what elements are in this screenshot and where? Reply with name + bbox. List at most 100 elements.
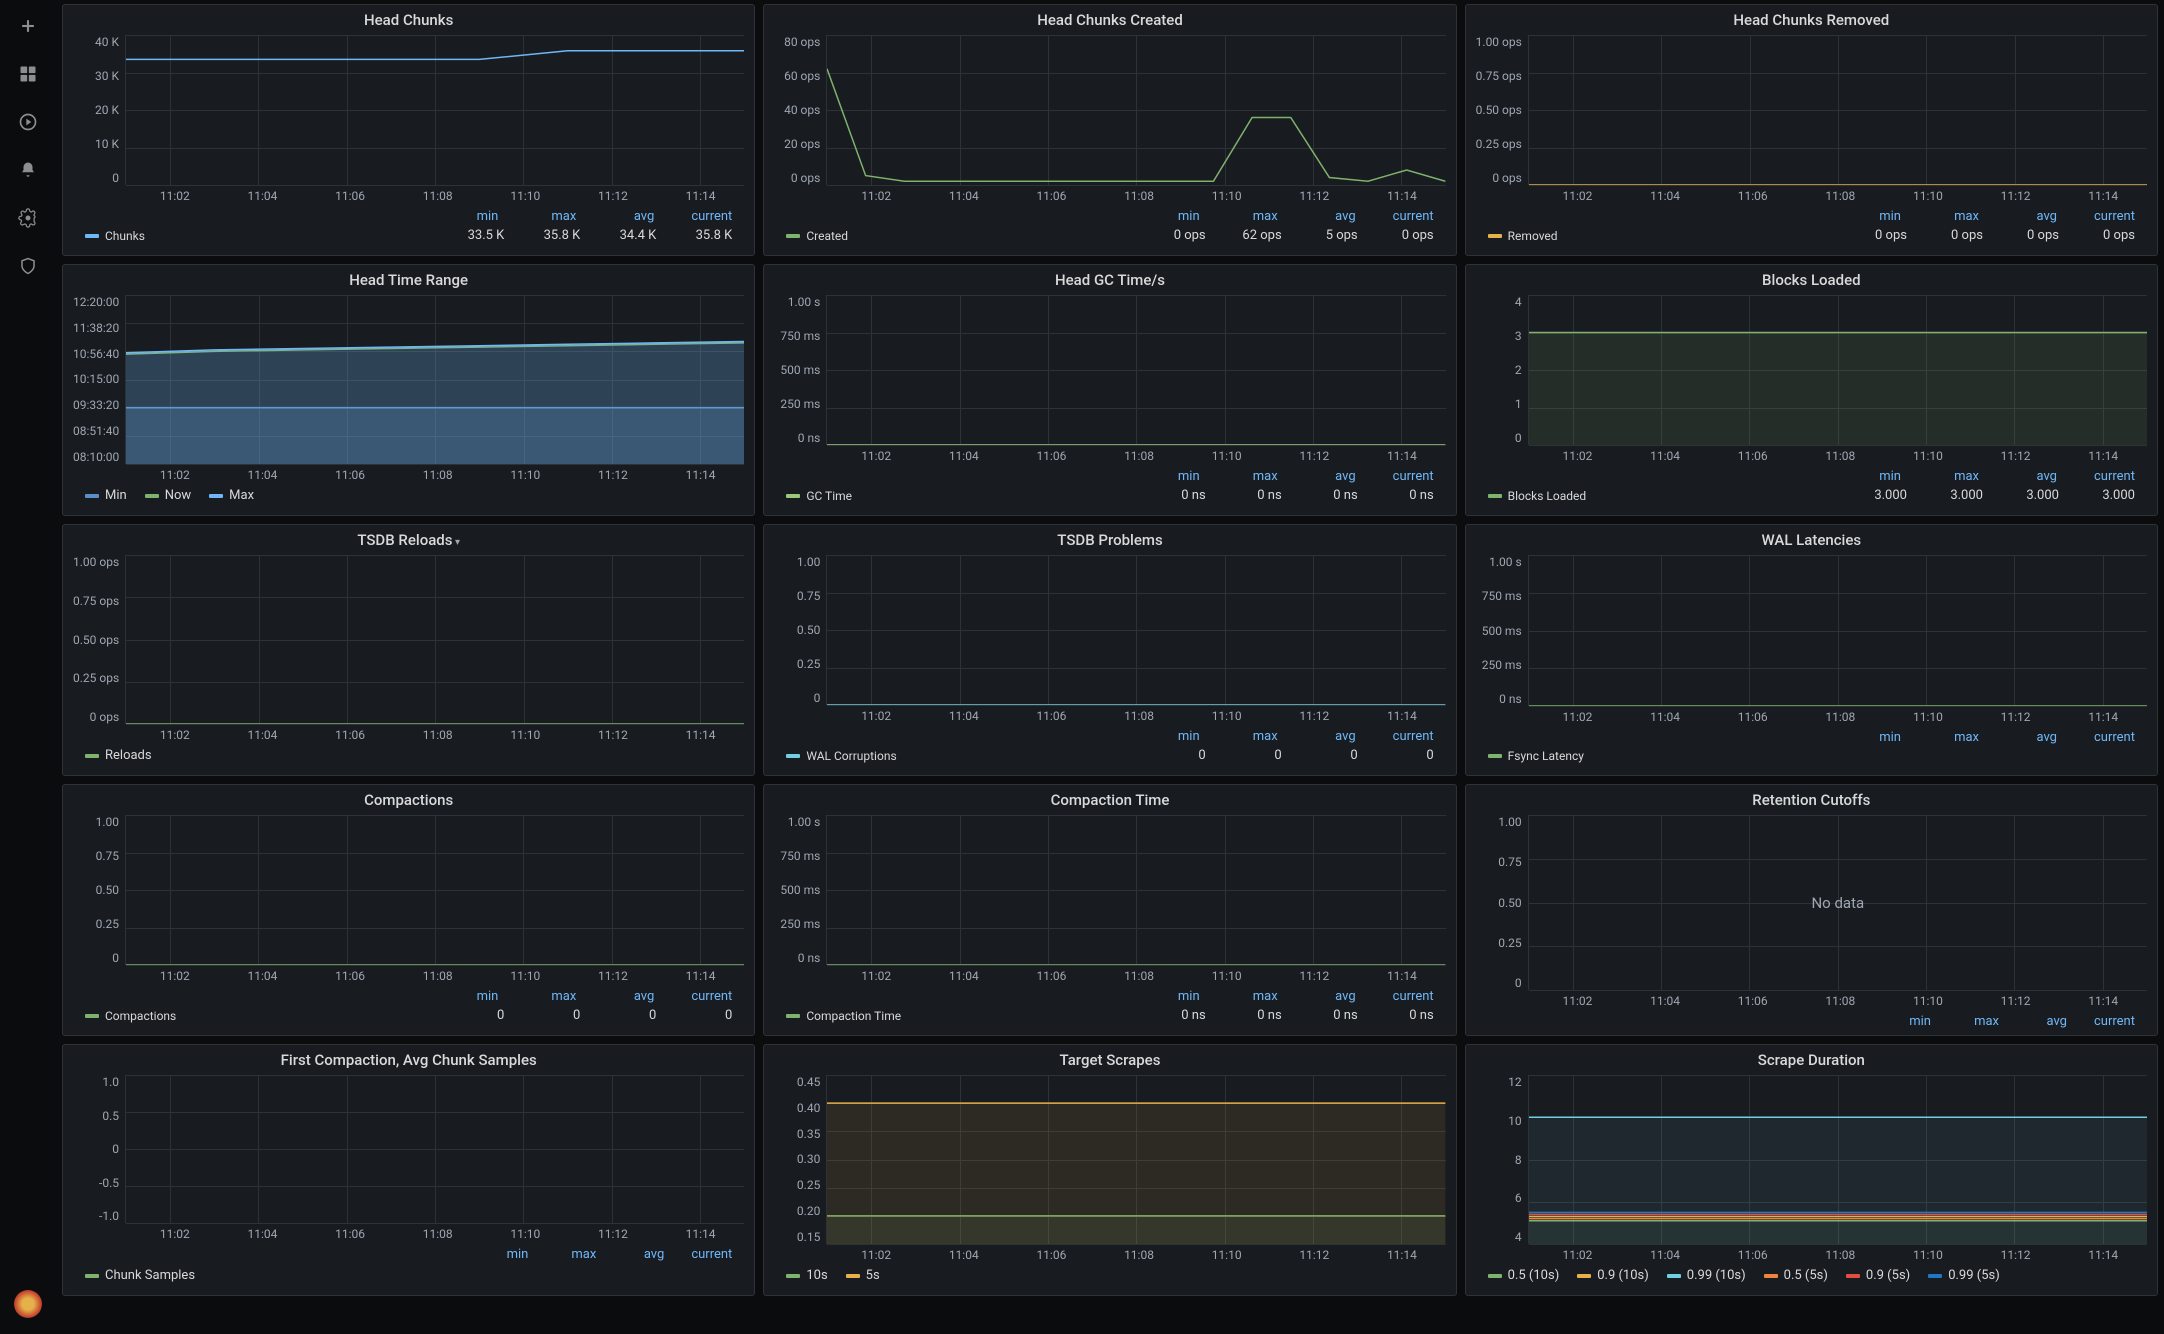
panel-title[interactable]: Head Chunks — [63, 5, 754, 33]
panel-head-time-range[interactable]: Head Time Range12:20:0011:38:2010:56:401… — [62, 264, 755, 516]
y-tick: 8 — [1515, 1153, 1522, 1167]
panel-tsdb-reloads[interactable]: TSDB Reloads1.00 ops0.75 ops0.50 ops0.25… — [62, 524, 755, 776]
panel-title[interactable]: Compactions — [63, 785, 754, 813]
panel-head-chunks-created[interactable]: Head Chunks Created80 ops60 ops40 ops20 … — [763, 4, 1456, 256]
plot[interactable] — [1528, 35, 2147, 185]
plot[interactable] — [1528, 1075, 2147, 1244]
panel-title[interactable]: Blocks Loaded — [1466, 265, 2157, 293]
chart-area: 1210864 — [1476, 1075, 2147, 1244]
plot[interactable] — [826, 555, 1445, 705]
panel-head-chunks[interactable]: Head Chunks40 K30 K20 K10 K011:0211:0411… — [62, 4, 755, 256]
panel-target-scrapes[interactable]: Target Scrapes0.450.400.350.300.250.200.… — [763, 1044, 1456, 1296]
panel-title[interactable]: First Compaction, Avg Chunk Samples — [63, 1045, 754, 1073]
plot[interactable] — [826, 35, 1445, 185]
y-tick: 1.00 ops — [1476, 35, 1522, 49]
legend-item[interactable]: 0.5 (10s) — [1488, 1268, 1560, 1283]
panel-title[interactable]: WAL Latencies — [1466, 525, 2157, 553]
legend-item[interactable]: Max — [209, 488, 254, 503]
legend-item[interactable]: 10s — [786, 1268, 827, 1283]
x-tick: 11:06 — [306, 969, 394, 983]
y-tick: 0.25 — [96, 917, 119, 931]
legend-item[interactable]: Now — [145, 488, 191, 503]
panel-title[interactable]: TSDB Problems — [764, 525, 1455, 553]
plot[interactable] — [826, 1075, 1445, 1244]
plot[interactable] — [125, 555, 744, 724]
panel-compactions[interactable]: Compactions1.000.750.500.25011:0211:0411… — [62, 784, 755, 1036]
legend-item[interactable]: 0.5 (5s) — [1764, 1268, 1828, 1283]
legend-item[interactable]: Removed — [1488, 229, 1558, 243]
panel-compaction-time[interactable]: Compaction Time1.00 s750 ms500 ms250 ms0… — [763, 784, 1456, 1036]
explore-icon[interactable] — [14, 108, 42, 136]
legend-item[interactable]: GC Time — [786, 489, 852, 503]
legend-item[interactable]: Chunks — [85, 229, 145, 243]
y-tick: 500 ms — [1482, 624, 1522, 638]
configuration-icon[interactable] — [14, 204, 42, 232]
legend-item[interactable]: Min — [85, 488, 127, 503]
panel-head-gc-time[interactable]: Head GC Time/s1.00 s750 ms500 ms250 ms0 … — [763, 264, 1456, 516]
legend-item[interactable]: Reloads — [85, 748, 152, 763]
legend-item[interactable]: Created — [786, 229, 848, 243]
legend-label: Compaction Time — [806, 1009, 901, 1023]
user-avatar[interactable] — [14, 1290, 42, 1318]
panel-title[interactable]: TSDB Reloads — [63, 525, 754, 553]
plot[interactable]: No data — [1528, 815, 2147, 990]
plot[interactable] — [125, 1075, 744, 1223]
panel-title[interactable]: Scrape Duration — [1466, 1045, 2157, 1073]
plot[interactable] — [826, 295, 1445, 445]
x-tick: 11:10 — [482, 969, 570, 983]
legend-item[interactable]: Compaction Time — [786, 1009, 901, 1023]
plot[interactable] — [826, 815, 1445, 965]
x-tick: 11:12 — [569, 969, 657, 983]
panel-title[interactable]: Head Chunks Removed — [1466, 5, 2157, 33]
legend-item[interactable]: 0.99 (10s) — [1667, 1268, 1746, 1283]
legend-swatch — [85, 1014, 99, 1018]
chart-svg — [827, 295, 1445, 445]
legend-item[interactable]: 5s — [846, 1268, 880, 1283]
x-tick: 11:06 — [1709, 189, 1797, 203]
legend-item[interactable]: Chunk Samples — [85, 1268, 195, 1283]
panel-head-chunks-removed[interactable]: Head Chunks Removed1.00 ops0.75 ops0.50 … — [1465, 4, 2158, 256]
legend-item[interactable]: 0.99 (5s) — [1928, 1268, 2000, 1283]
legend-row: Reloads — [73, 744, 744, 771]
panel-title[interactable]: Head Chunks Created — [764, 5, 1455, 33]
dashboards-icon[interactable] — [14, 60, 42, 88]
panel-title[interactable]: Retention Cutoffs — [1466, 785, 2157, 813]
add-icon[interactable] — [14, 12, 42, 40]
legend-item[interactable]: Compactions — [85, 1009, 176, 1023]
legend-item[interactable]: WAL Corruptions — [786, 749, 896, 763]
panel-title[interactable]: Head GC Time/s — [764, 265, 1455, 293]
plot[interactable] — [1528, 555, 2147, 706]
plot[interactable] — [1528, 295, 2147, 445]
panel-scrape-duration[interactable]: Scrape Duration121086411:0211:0411:0611:… — [1465, 1044, 2158, 1296]
x-tick: 11:12 — [1270, 1248, 1358, 1262]
stat-header-min: min — [1847, 469, 1901, 484]
legend-item[interactable]: 0.9 (5s) — [1846, 1268, 1910, 1283]
y-tick: 0 — [1515, 431, 1522, 445]
plot[interactable] — [125, 815, 744, 965]
panel-retention-cutoffs[interactable]: Retention Cutoffs1.000.750.500.250No dat… — [1465, 784, 2158, 1036]
x-tick: 11:10 — [1884, 449, 1972, 463]
x-tick: 11:08 — [1797, 449, 1885, 463]
alerting-icon[interactable] — [14, 156, 42, 184]
panel-tsdb-problems[interactable]: TSDB Problems1.000.750.500.25011:0211:04… — [763, 524, 1456, 776]
legend-stats-row: Compactions0000 — [73, 1006, 744, 1031]
plot[interactable] — [125, 35, 744, 185]
panel-first-compaction[interactable]: First Compaction, Avg Chunk Samples1.00.… — [62, 1044, 755, 1296]
legend-item[interactable]: 0.9 (10s) — [1577, 1268, 1649, 1283]
y-tick: 0.50 — [797, 623, 820, 637]
plot[interactable] — [125, 295, 744, 464]
sidebar — [0, 0, 56, 1334]
legend-item[interactable]: Blocks Loaded — [1488, 489, 1587, 503]
server-admin-icon[interactable] — [14, 252, 42, 280]
panel-title[interactable]: Head Time Range — [63, 265, 754, 293]
panel-title[interactable]: Target Scrapes — [764, 1045, 1455, 1073]
legend-label: Chunk Samples — [105, 1268, 195, 1283]
chart-area: 1.00 s750 ms500 ms250 ms0 ns — [774, 815, 1445, 965]
y-tick: 0 ns — [798, 431, 821, 445]
stat-value: 0 — [602, 1008, 656, 1023]
panel-wal-latencies[interactable]: WAL Latencies1.00 s750 ms500 ms250 ms0 n… — [1465, 524, 2158, 776]
panel-title[interactable]: Compaction Time — [764, 785, 1455, 813]
panel-blocks-loaded[interactable]: Blocks Loaded4321011:0211:0411:0611:0811… — [1465, 264, 2158, 516]
legend-item[interactable]: Fsync Latency — [1488, 749, 1584, 763]
legend-row: Chunk Samples — [73, 1264, 744, 1291]
